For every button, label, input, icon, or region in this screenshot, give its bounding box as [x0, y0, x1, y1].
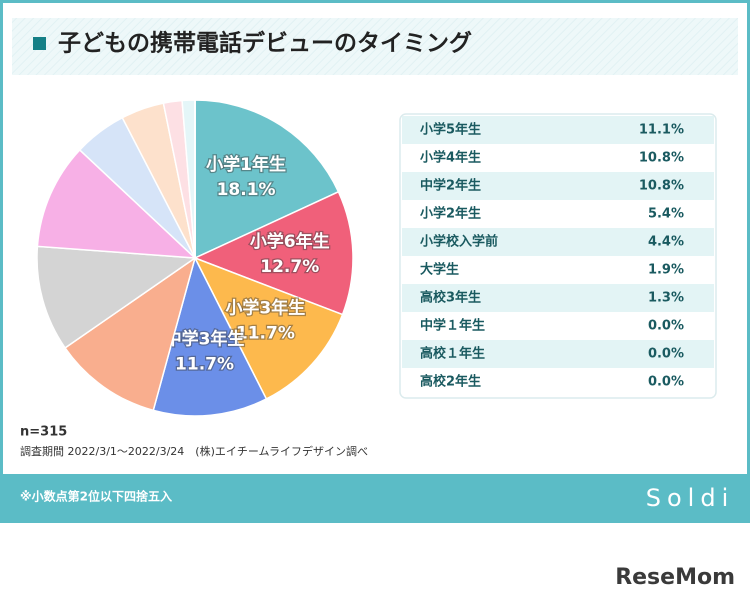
table-category: 高校１年生 — [420, 346, 485, 362]
slice-value: 12.7% — [260, 257, 319, 277]
table-rows: 小学5年生 11.1% 小学4年生 10.8% 中学2年生 10.8% 小学2年生 5.4% 小… — [402, 116, 714, 390]
title-icon — [33, 37, 46, 50]
table-row — [402, 116, 714, 144]
table-value: 10.8% — [639, 151, 684, 166]
card-logo: Soldi — [646, 484, 735, 512]
table-value: 1.3% — [648, 291, 684, 306]
table-value: 10.8% — [639, 179, 684, 194]
pie-slice — [193, 256, 344, 400]
source: 調査期間 2022/3/1〜2022/3/24 (株)エイチームライフデザイン調… — [20, 444, 368, 458]
slice-value: 11.7% — [236, 324, 295, 344]
slice-label: 小学6年生 — [250, 231, 330, 252]
table-category: 高校3年生 — [420, 290, 481, 306]
slice-value: 11.7% — [175, 354, 234, 374]
footer-bar — [3, 474, 747, 520]
table-category: 小学2年生 — [420, 206, 481, 222]
slice-label: 小学3年生 — [225, 298, 305, 319]
table-row — [402, 340, 714, 368]
table-row — [402, 228, 714, 256]
table-value: 11.1% — [639, 123, 684, 138]
table-category: 小学校入学前 — [420, 234, 498, 250]
table-value: 0.0% — [648, 319, 684, 334]
table-value: 4.4% — [648, 235, 684, 250]
slice-label: 小学1年生 — [206, 154, 286, 175]
table-category: 小学4年生 — [420, 150, 481, 166]
table-category: 大学生 — [420, 262, 459, 278]
table-value: 0.0% — [648, 375, 684, 390]
table-category: 中学１年生 — [420, 318, 485, 334]
table-value: 1.9% — [648, 263, 684, 278]
pie-slice — [36, 148, 198, 259]
slice-label: 中学3年生 — [165, 328, 245, 349]
pie-slice — [152, 255, 268, 417]
pie-slice — [36, 245, 198, 349]
chart-title: 子どもの携帯電話デビューのタイミング — [58, 30, 472, 57]
pie-slice — [193, 190, 354, 316]
footnote: ※小数点第2位以下四捨五入 — [20, 489, 172, 504]
table-row — [402, 284, 714, 312]
title-band — [12, 18, 738, 75]
table-row — [402, 172, 714, 200]
table-category: 小学5年生 — [420, 122, 481, 138]
table-category: 高校2年生 — [420, 374, 481, 390]
slice-value: 18.1% — [217, 180, 276, 200]
table-value: 5.4% — [648, 207, 684, 222]
pie-slice — [194, 99, 340, 260]
sample-size: n=315 — [20, 425, 67, 440]
site-logo: ReseMom — [615, 565, 735, 590]
table-category: 中学2年生 — [420, 178, 481, 194]
table-value: 0.0% — [648, 347, 684, 362]
pie-slice — [64, 256, 197, 412]
